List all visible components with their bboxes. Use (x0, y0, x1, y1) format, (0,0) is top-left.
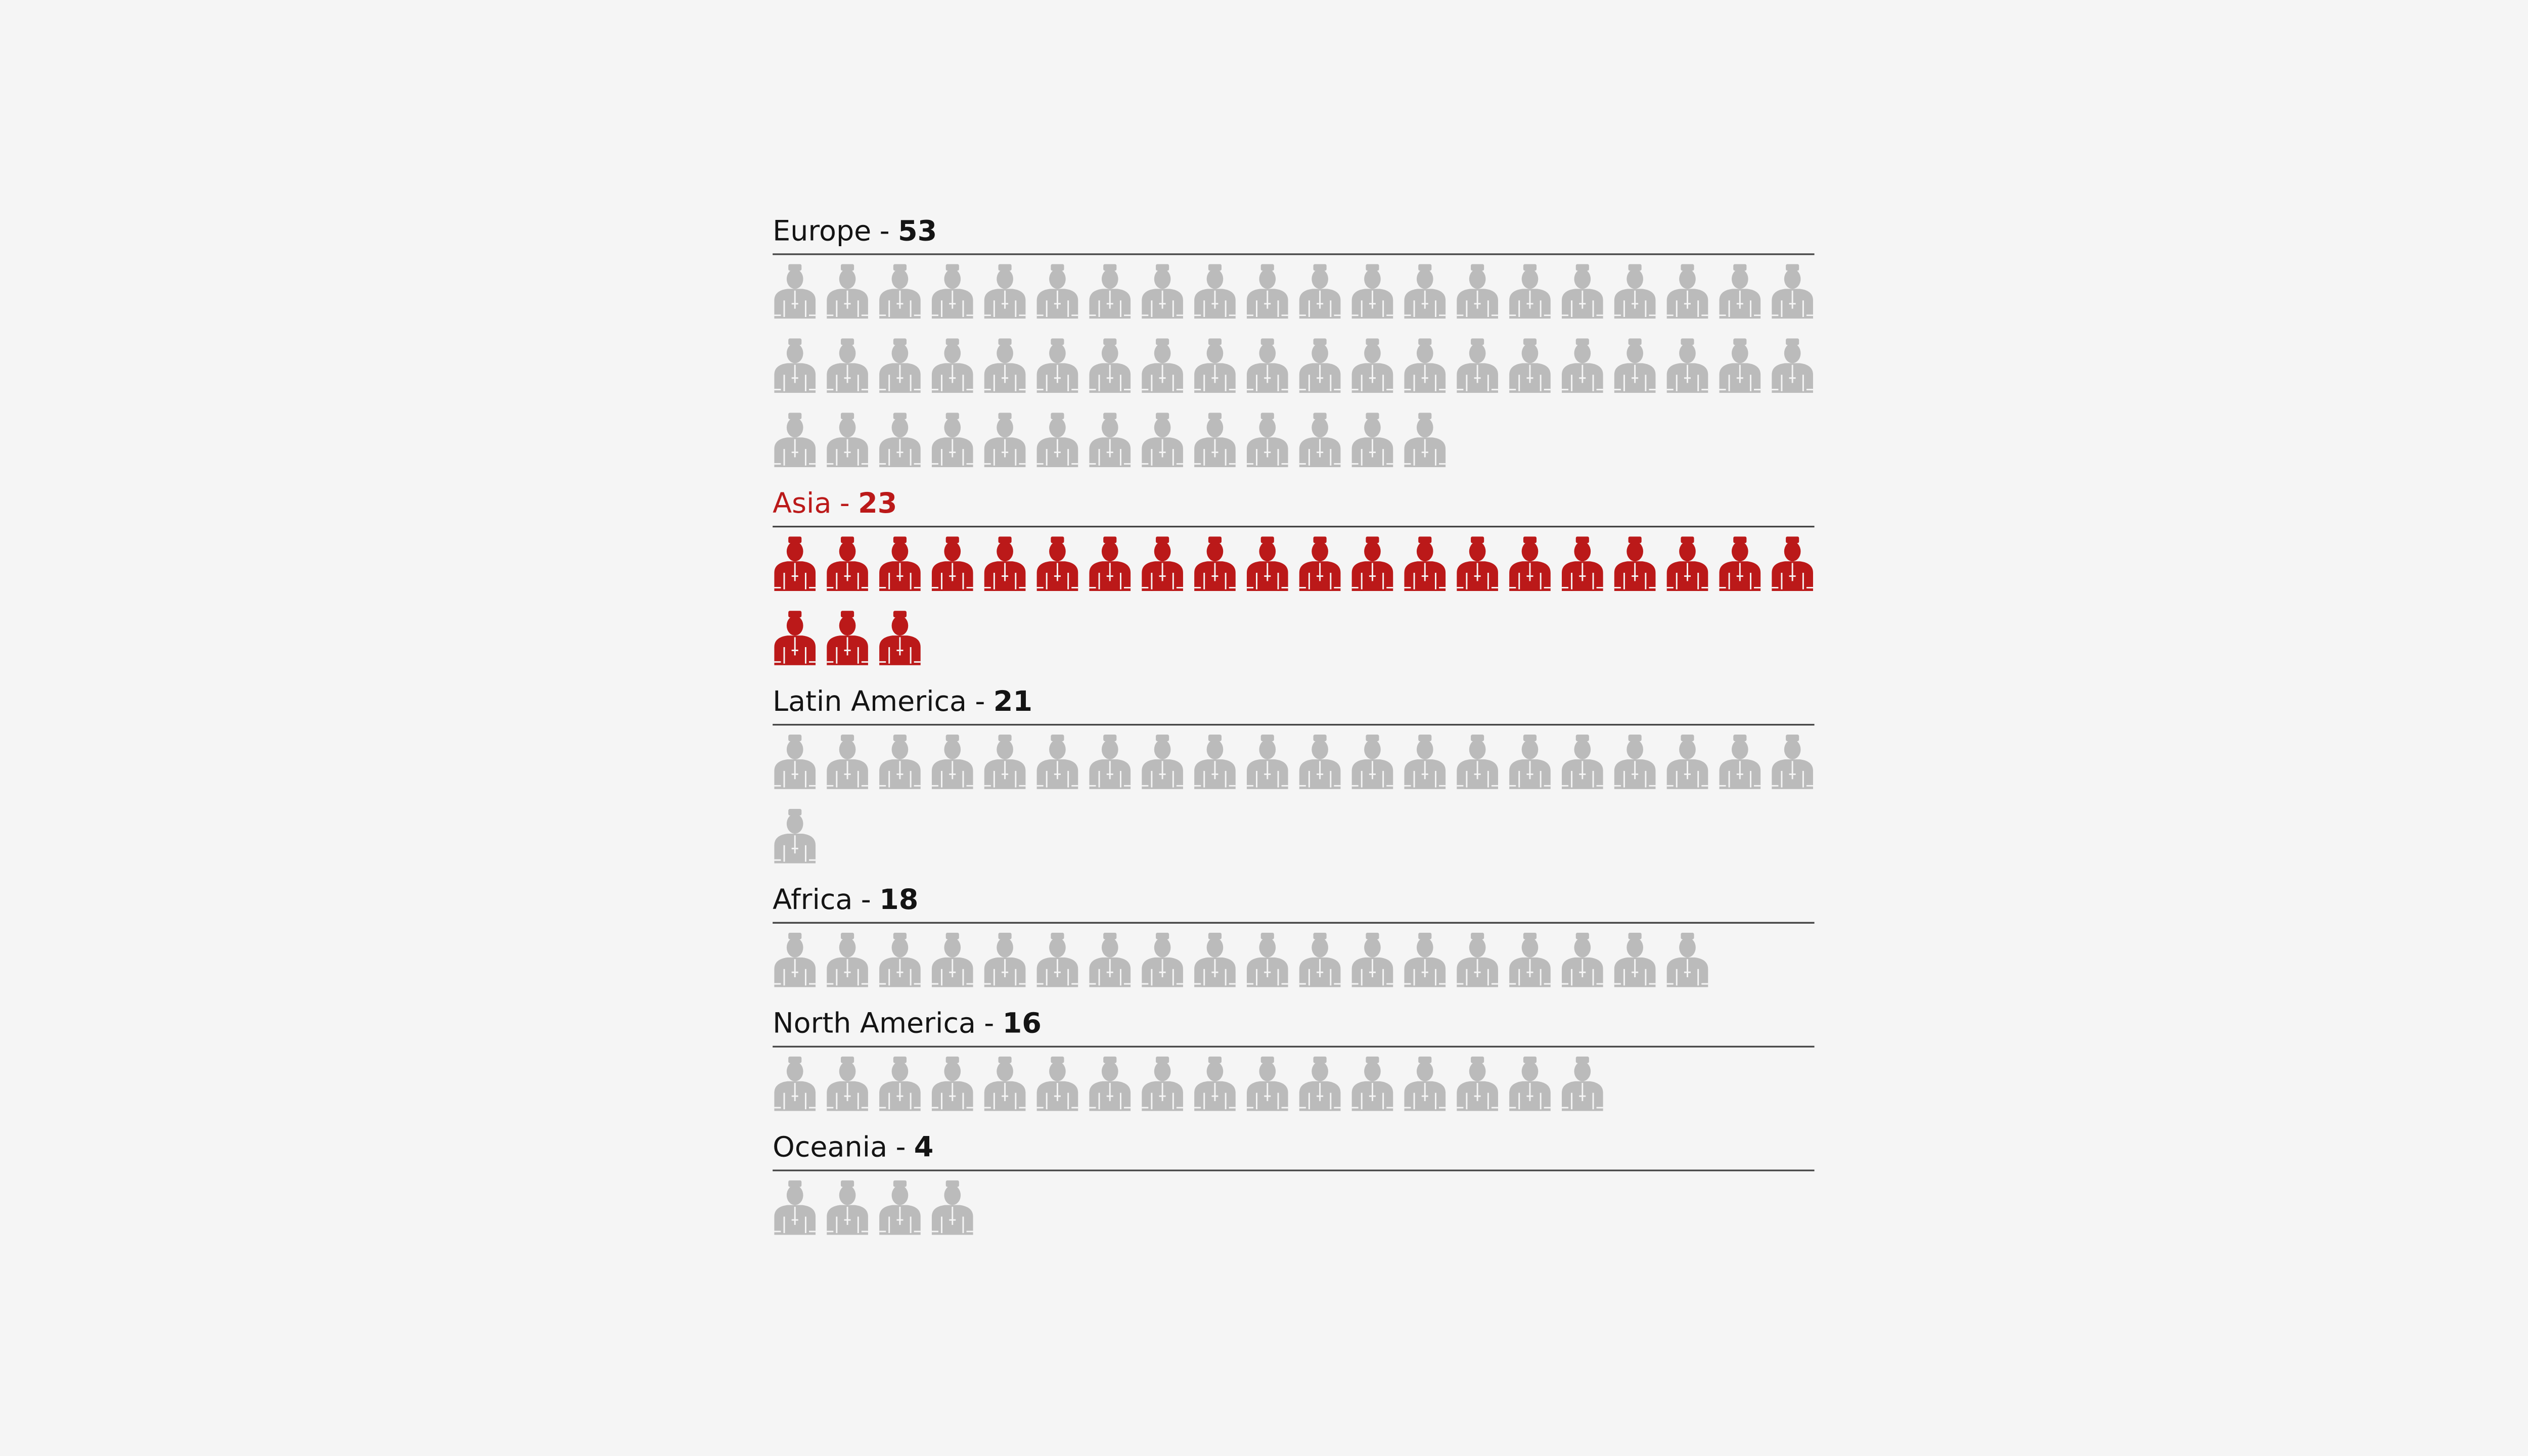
region-label: Europe -53 (773, 215, 937, 248)
region-count: 53 (898, 215, 937, 248)
region-name: Latin America (773, 685, 967, 718)
region-name: Africa (773, 883, 852, 916)
region-count: 16 (1003, 1007, 1042, 1040)
label-separator: - (861, 883, 871, 916)
region-count: 4 (914, 1131, 934, 1164)
label-separator: - (880, 215, 890, 248)
region-count: 21 (994, 685, 1032, 718)
region-label: North America -16 (773, 1007, 1042, 1040)
region-count: 23 (858, 487, 897, 520)
label-separator: - (840, 487, 850, 520)
label-separator: - (975, 685, 985, 718)
region-name: Oceania (773, 1131, 887, 1164)
region-label: Oceania -4 (773, 1131, 933, 1164)
label-separator: - (895, 1131, 906, 1164)
region-label: Asia -23 (773, 487, 897, 520)
region-count: 18 (879, 883, 918, 916)
region-label: Latin America -21 (773, 685, 1032, 718)
region-label: Africa -18 (773, 883, 918, 916)
region-name: Europe (773, 215, 871, 248)
region-name: Asia (773, 487, 831, 520)
label-separator: - (984, 1007, 994, 1040)
region-name: North America (773, 1007, 976, 1040)
